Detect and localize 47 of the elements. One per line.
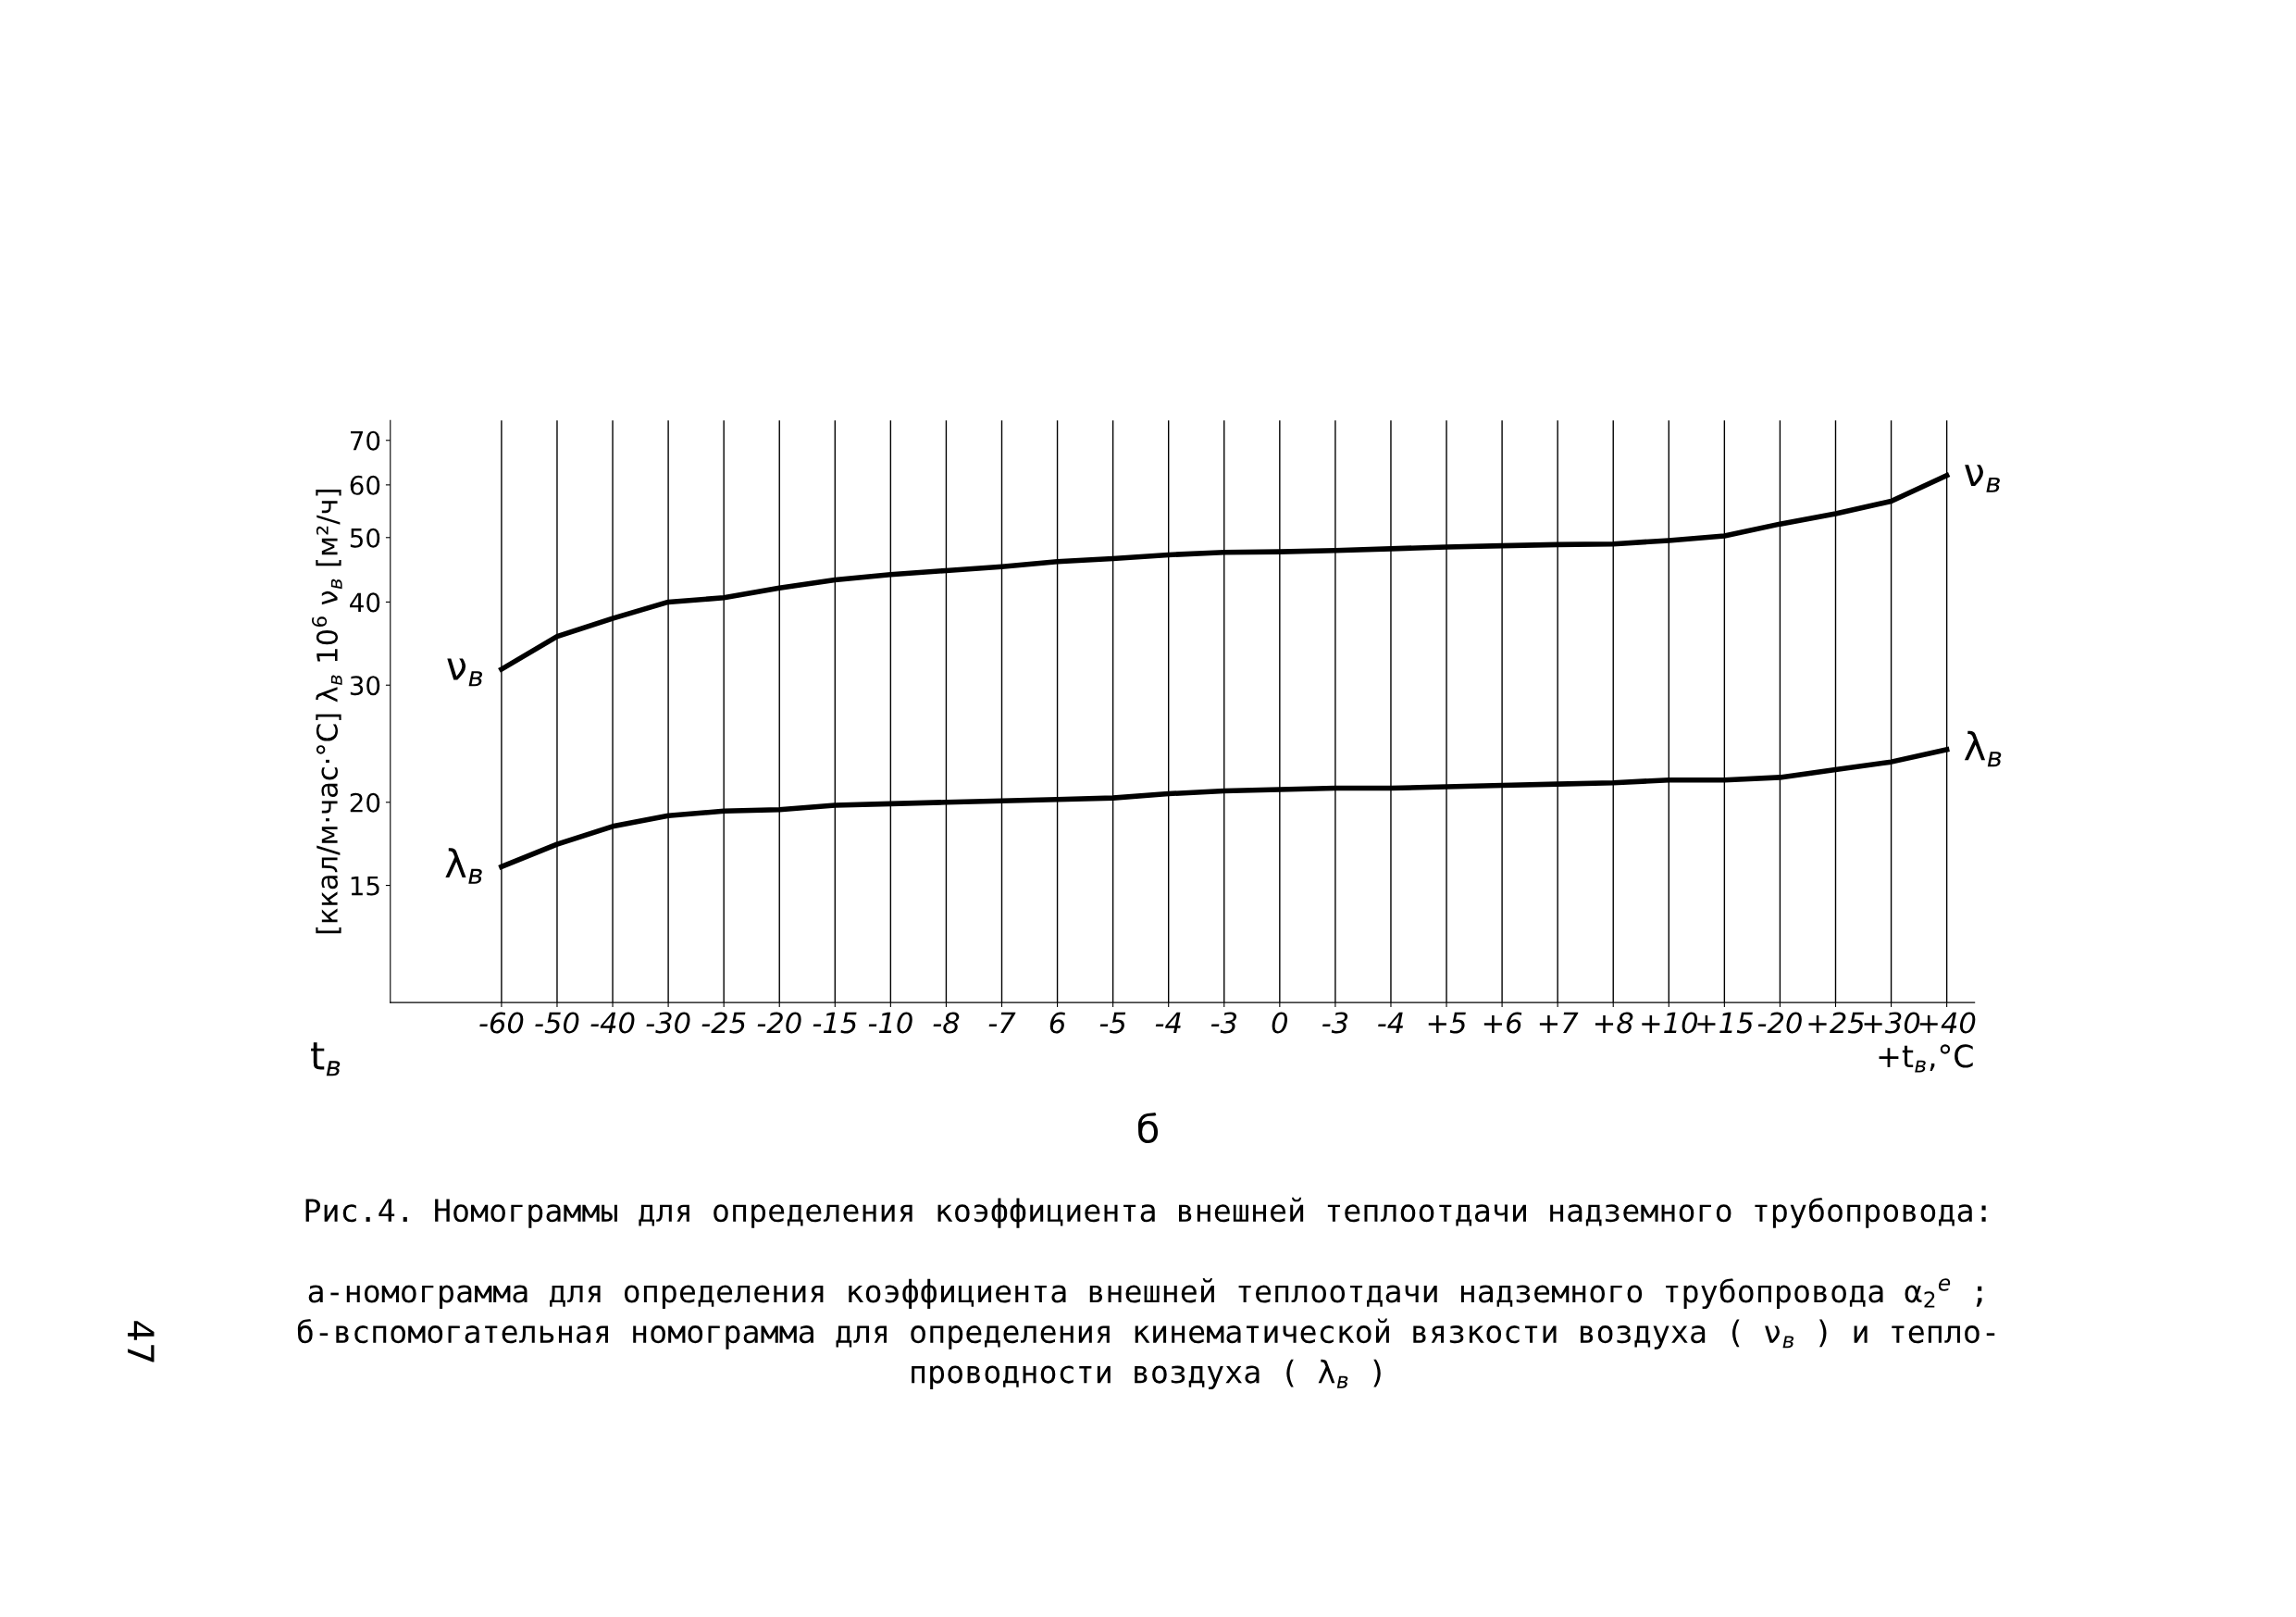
text: λ$_{в}$ [445,848,482,884]
x-tick-label: -4 [1378,1012,1404,1034]
x-tick-label: +15 [1697,1012,1753,1034]
x-tick-label: 0 [1272,1012,1288,1034]
x-tick-label: -50 [535,1012,579,1034]
x-tick-label: +5 [1428,1012,1466,1034]
x-tick-label: -7 [988,1012,1016,1034]
x-tick-label: -15 [813,1012,857,1034]
x-tick-label: -40 [590,1012,635,1034]
y-tick-label: 30 [350,676,380,696]
y-tick-label: 50 [350,528,380,548]
text: б [1137,1113,1159,1143]
x-tick-label: -8 [933,1012,960,1034]
text: 47 [128,1321,155,1362]
x-tick-label: -20 [757,1012,801,1034]
y-tick-label: 70 [350,430,380,451]
x-axis-title: +t$_{в}$,°С [1879,1044,1973,1073]
y-tick-label: 20 [350,792,380,813]
x-tick-label: +6 [1483,1012,1522,1034]
x-tick-label: +7 [1539,1012,1579,1034]
x-tick-label: +8 [1595,1012,1633,1034]
x-tick-label: -20 [1757,1012,1802,1034]
text: а-номограмма для определения коэффициента внешней теплоотдачи надземного трубопровода α$_{2}$$^{е}$ ; [308,1277,1982,1310]
series-label: ν$_{в}$ [1965,465,2000,492]
y-tick-label: 60 [350,475,380,495]
x-tick-label: +40 [1919,1012,1976,1034]
x-tick-label: +30 [1864,1012,1920,1034]
text: ν$_{в}$ [447,658,483,687]
x-tick-label: -60 [479,1012,524,1034]
x-tick-label: +25 [1808,1012,1865,1034]
x-tick-label: 6 [1049,1012,1065,1034]
x-tick-label: -30 [646,1012,690,1034]
x-tick-label: -3 [1210,1012,1237,1034]
x-tick-label: -4 [1155,1012,1181,1034]
y-tick-label: 40 [350,592,380,613]
x-tick-label: -3 [1322,1012,1348,1034]
text: Рис.4. Номограммы для определения коэффициента внешней теплоотдачи надземного трубопровода: [305,1197,1986,1228]
x-tick-label: -10 [868,1012,912,1034]
text: t$_{в}$ [311,1042,341,1076]
y-axis-title: [ккал/м·час·°С] λ$_{в}$ 10$^{6}$ ν$_{в}$ [м²/ч] [311,490,342,934]
text: проводности воздуха ( λ$_{в}$ ) [912,1359,1381,1390]
series-label: λ$_{в}$ [1964,730,2002,767]
text: б-вспомогательная номограмма для определения кинематической вязкости воздуха ( ν$_{в}$ ) и тепло- [297,1318,1995,1350]
y-tick-label: 15 [351,876,379,896]
x-tick-label: -5 [1099,1012,1126,1034]
x-tick-label: +10 [1642,1012,1697,1034]
x-tick-label: -25 [701,1012,746,1034]
